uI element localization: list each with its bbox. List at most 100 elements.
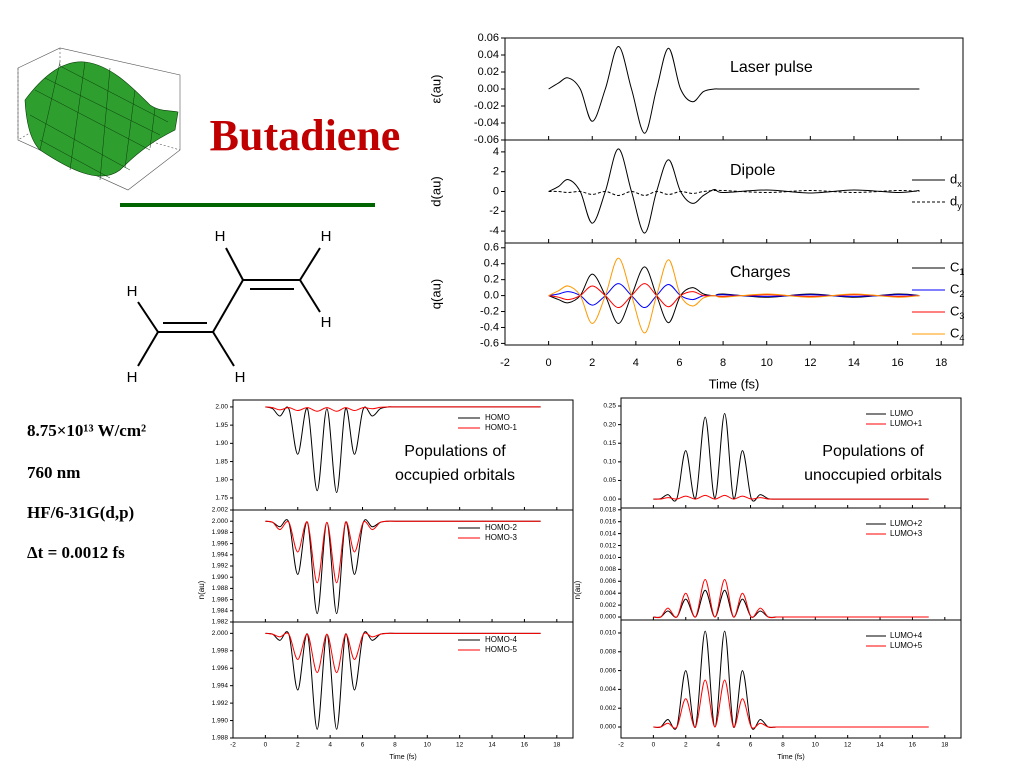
x-tick-label: 8 xyxy=(720,357,726,369)
condition: HF/6-31G(d,p) xyxy=(27,503,134,522)
data-line xyxy=(548,283,920,309)
y-tick-label: 1.75 xyxy=(215,495,228,502)
annotation: Charges xyxy=(730,264,790,281)
y-axis-label: d(au) xyxy=(428,176,443,206)
x-tick-label: 12 xyxy=(456,742,464,749)
y-tick-label: 1.988 xyxy=(212,585,229,592)
legend-label: HOMO-2 xyxy=(485,523,518,532)
plot-frame xyxy=(232,509,574,623)
data-line xyxy=(653,589,929,618)
x-tick-label: 6 xyxy=(361,742,365,749)
y-tick-label: 0.05 xyxy=(603,477,616,484)
condition: Δt = 0.0012 fs xyxy=(27,543,125,562)
y-tick-label: 0.008 xyxy=(600,648,617,655)
y-tick-label: 0.4 xyxy=(484,258,499,270)
annotation: Dipole xyxy=(730,162,775,179)
y-tick-label: 1.992 xyxy=(212,563,229,570)
x-tick-label: 2 xyxy=(684,742,688,749)
annotation: Populations of xyxy=(822,443,924,460)
y-tick-label: 0.0 xyxy=(484,290,499,302)
data-line xyxy=(265,406,541,412)
x-axis-label: Time (fs) xyxy=(389,754,416,761)
legend-label: HOMO-5 xyxy=(485,645,518,654)
x-tick-label: 6 xyxy=(676,357,682,369)
y-tick-label: 1.984 xyxy=(212,608,229,615)
y-tick-label: -0.2 xyxy=(480,305,499,317)
y-tick-label: 1.990 xyxy=(212,717,229,724)
data-line xyxy=(653,578,929,619)
legend-label: C2 xyxy=(950,281,964,299)
y-tick-label: 0.002 xyxy=(600,602,617,609)
y-tick-label: 0.004 xyxy=(600,590,617,597)
legend-subscript: y xyxy=(957,201,962,211)
x-tick-label: 6 xyxy=(749,742,753,749)
data-line xyxy=(653,630,929,730)
condition: 760 nm xyxy=(27,463,80,482)
y-tick-label: 1.982 xyxy=(212,619,229,626)
y-tick-label: 0.006 xyxy=(600,578,617,585)
y-tick-label: 2 xyxy=(493,166,499,178)
y-tick-label: 1.95 xyxy=(215,422,228,429)
x-tick-label: 4 xyxy=(633,357,639,369)
surface-thumbnail xyxy=(17,47,181,191)
y-axis-label: ε(au) xyxy=(428,75,443,104)
x-tick-label: 16 xyxy=(909,742,917,749)
x-tick-label: 14 xyxy=(876,742,884,749)
y-tick-label: 0.008 xyxy=(600,566,617,573)
y-axis-label: q(au) xyxy=(428,279,443,309)
legend-label: LUMO+4 xyxy=(890,631,923,640)
legend-label: dx xyxy=(950,171,962,189)
atom-label: H xyxy=(127,283,138,300)
y-tick-label: 0.00 xyxy=(478,83,499,95)
x-tick-label: 0 xyxy=(652,742,656,749)
y-tick-label: 0 xyxy=(493,185,499,197)
x-tick-label: 14 xyxy=(488,742,496,749)
y-tick-label: 4 xyxy=(493,146,499,158)
molecule-atoms: H H H H H H xyxy=(127,228,332,386)
x-tick-label: 12 xyxy=(804,357,816,369)
data-line xyxy=(265,632,541,674)
y-axis-label: n(au) xyxy=(573,580,582,599)
y-tick-label: 1.994 xyxy=(212,682,229,689)
data-line xyxy=(548,283,920,309)
y-tick-label: -2 xyxy=(489,205,499,217)
y-tick-label: -4 xyxy=(489,225,499,237)
plot-frame xyxy=(232,621,574,739)
y-tick-label: -0.06 xyxy=(474,134,499,146)
y-tick-label: 0.2 xyxy=(484,274,499,286)
legend-label: LUMO+2 xyxy=(890,519,923,528)
x-tick-label: 16 xyxy=(891,357,903,369)
data-line xyxy=(548,189,920,196)
data-line xyxy=(653,494,929,500)
x-tick-label: 10 xyxy=(812,742,820,749)
y-tick-label: 1.986 xyxy=(212,596,229,603)
y-tick-label: 0.00 xyxy=(603,496,616,503)
x-tick-label: -2 xyxy=(618,742,624,749)
y-tick-label: 1.90 xyxy=(215,440,228,447)
legend-label: HOMO-1 xyxy=(485,423,518,432)
x-tick-label: 18 xyxy=(935,357,947,369)
y-tick-label: 0.20 xyxy=(603,421,616,428)
x-tick-label: -2 xyxy=(230,742,236,749)
annotation: Laser pulse xyxy=(730,59,813,76)
annotation: unoccupied orbitals xyxy=(804,467,942,484)
y-tick-label: 2.002 xyxy=(212,507,229,514)
y-tick-label: -0.6 xyxy=(480,337,499,349)
annotation: Populations of xyxy=(404,443,506,460)
y-tick-label: 0.004 xyxy=(600,686,617,693)
y-tick-label: 2.000 xyxy=(212,630,229,637)
y-tick-label: 0.010 xyxy=(600,554,617,561)
conditions: 8.75×10¹³ W/cm² 760 nm HF/6-31G(d,p) Δt … xyxy=(27,421,146,562)
y-tick-label: 0.010 xyxy=(600,630,617,637)
atom-label: H xyxy=(235,369,246,386)
y-tick-label: 0.06 xyxy=(478,32,499,44)
y-tick-label: 0.6 xyxy=(484,242,499,254)
y-tick-label: 0.006 xyxy=(600,667,617,674)
plot-frame xyxy=(504,242,964,346)
molecule-bonds xyxy=(137,247,321,367)
x-tick-label: 2 xyxy=(589,357,595,369)
y-tick-label: -0.4 xyxy=(480,321,499,333)
